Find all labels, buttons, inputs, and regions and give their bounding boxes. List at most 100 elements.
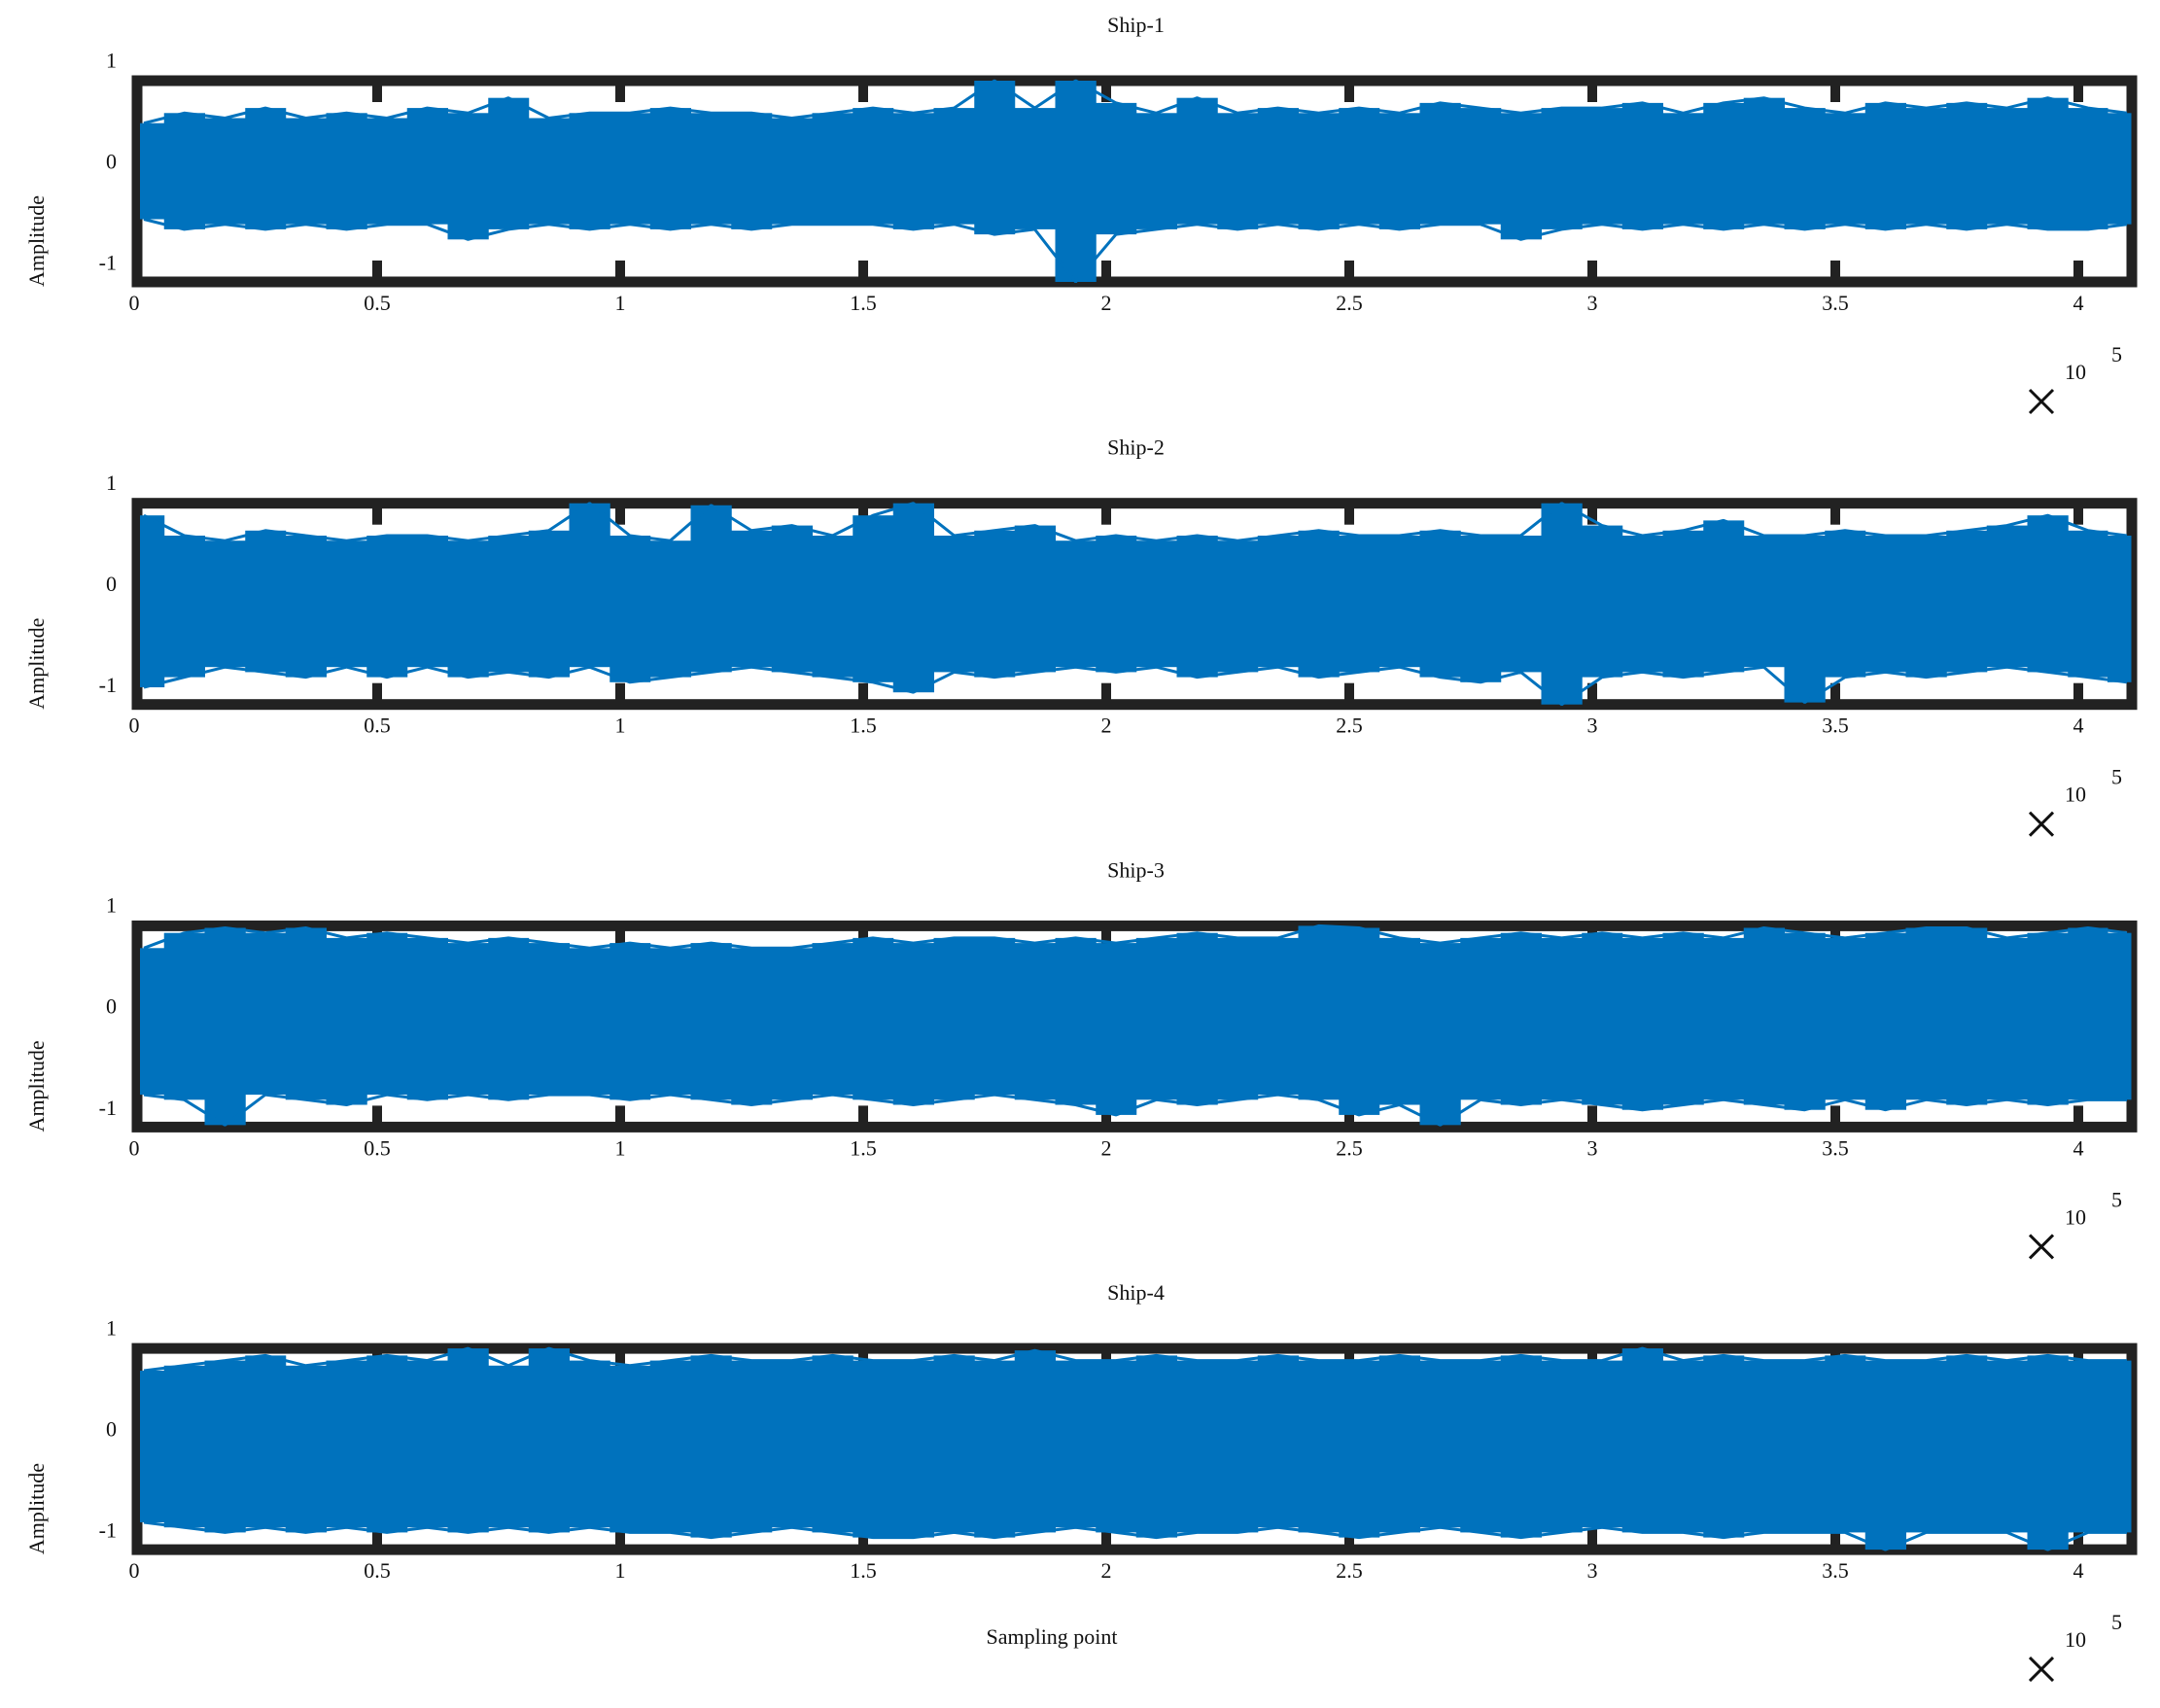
x-tick-label: 2.5 xyxy=(1336,1558,1363,1583)
x-tick-mark xyxy=(1830,503,1840,525)
x-tick-label: 1 xyxy=(615,714,626,738)
signal-band xyxy=(1541,937,1583,1100)
signal-band xyxy=(1905,108,1947,225)
signal-band xyxy=(2068,1360,2108,1533)
y-axis-label: Amplitude xyxy=(24,195,49,287)
signal-band xyxy=(1703,937,1745,1100)
signal-band xyxy=(285,535,327,678)
signal-band xyxy=(1055,540,1097,668)
x-tick-label: 0 xyxy=(129,714,140,738)
x-tick-label: 3 xyxy=(1587,714,1598,738)
signal-band xyxy=(1703,102,1745,229)
x-tick-mark xyxy=(2073,261,2083,282)
signal-band xyxy=(690,113,732,225)
x-tick-label: 3 xyxy=(1587,291,1598,315)
x-tick-label: 3 xyxy=(1587,1135,1598,1160)
signal-band xyxy=(2068,530,2108,678)
x-tick-mark xyxy=(1344,1105,1354,1128)
signal-band xyxy=(1582,932,1623,1105)
axes-frame xyxy=(131,498,2138,711)
x-tick-mark xyxy=(1344,682,1354,705)
signal-band xyxy=(1419,943,1461,1126)
signal-band xyxy=(326,937,367,1105)
x-tick-mark xyxy=(1101,81,1111,102)
x-tick-mark xyxy=(615,81,625,102)
signal-band xyxy=(140,948,165,1096)
multiplier-exponent: 5 xyxy=(2111,1187,2122,1211)
x-tick-mark xyxy=(372,682,382,705)
x-tick-mark xyxy=(372,81,382,102)
signal-band xyxy=(163,932,205,1100)
x-tick-label: 3.5 xyxy=(1822,291,1849,315)
x-tick-mark xyxy=(372,1528,382,1551)
signal-band xyxy=(1500,1355,1542,1538)
signal-band xyxy=(853,515,894,682)
signal-band xyxy=(326,540,367,668)
signal-envelope xyxy=(143,665,2128,706)
signal-band xyxy=(2108,1360,2132,1533)
x-tick-mark xyxy=(1101,925,1111,948)
y-tick-label: 0 xyxy=(106,572,117,596)
axes-frame xyxy=(131,75,2138,288)
x-tick-mark xyxy=(2073,1105,2083,1128)
signal-band xyxy=(1014,1350,1056,1533)
signal-envelope xyxy=(143,1346,2127,1373)
x-tick-label: 4 xyxy=(2073,1558,2084,1583)
signal-band xyxy=(1135,540,1177,668)
multiplier-exponent: 5 xyxy=(2111,765,2122,789)
signal-band xyxy=(2027,97,2069,229)
signal-envelope xyxy=(143,924,2128,950)
x-tick-label: 1.5 xyxy=(850,291,877,315)
axes-frame xyxy=(131,920,2138,1133)
x-tick-label: 2.5 xyxy=(1336,291,1363,315)
x-tick-mark xyxy=(615,1105,625,1128)
x-tick-mark xyxy=(858,1528,868,1551)
signal-band xyxy=(1014,943,1056,1100)
x-tick-mark xyxy=(858,925,868,948)
x-tick-mark xyxy=(1101,1105,1111,1128)
signal-band xyxy=(140,122,165,220)
signal-band xyxy=(2108,932,2132,1100)
multiplier-sign xyxy=(2028,811,2055,837)
signal-band xyxy=(528,530,570,678)
signal-band xyxy=(853,108,894,225)
signal-band xyxy=(163,535,205,678)
y-tick-label: 1 xyxy=(106,471,117,495)
x-tick-mark xyxy=(1587,1528,1597,1551)
signal-band xyxy=(1135,1355,1177,1538)
signal-band xyxy=(1096,535,1137,673)
x-tick-mark xyxy=(615,1348,625,1371)
signal-band xyxy=(1743,927,1785,1105)
signal-band xyxy=(933,535,975,673)
x-tick-mark xyxy=(2073,81,2083,102)
signal-band xyxy=(2108,535,2132,682)
signal-band xyxy=(1176,97,1218,225)
signal-band xyxy=(245,1355,287,1528)
signal-band xyxy=(1176,1360,1218,1533)
signal-band xyxy=(892,503,934,693)
signal-band xyxy=(528,118,570,225)
x-tick-label: 1 xyxy=(615,1135,626,1160)
x-tick-label: 0.5 xyxy=(364,1558,391,1583)
x-tick-label: 1.5 xyxy=(850,1558,877,1583)
signal-band xyxy=(1905,1360,1947,1533)
signal-band xyxy=(731,113,773,229)
signal-band xyxy=(1621,535,1663,673)
signal-band xyxy=(569,948,610,1096)
signal-band xyxy=(406,937,448,1100)
x-tick-mark xyxy=(1101,682,1111,705)
signal-band xyxy=(974,81,1016,235)
signal-band xyxy=(1662,1360,1704,1533)
signal-band xyxy=(406,535,448,668)
x-tick-label: 2 xyxy=(1101,714,1112,738)
signal-band xyxy=(1743,1360,1785,1533)
signal-band xyxy=(1582,108,1623,225)
subplot-title: Ship-2 xyxy=(1107,436,1165,460)
multiplier-base: 10 xyxy=(2065,783,2086,807)
signal-band xyxy=(1460,937,1502,1100)
x-tick-label: 2 xyxy=(1101,291,1112,315)
x-tick-label: 2 xyxy=(1101,1558,1112,1583)
signal-band xyxy=(2068,927,2108,1100)
